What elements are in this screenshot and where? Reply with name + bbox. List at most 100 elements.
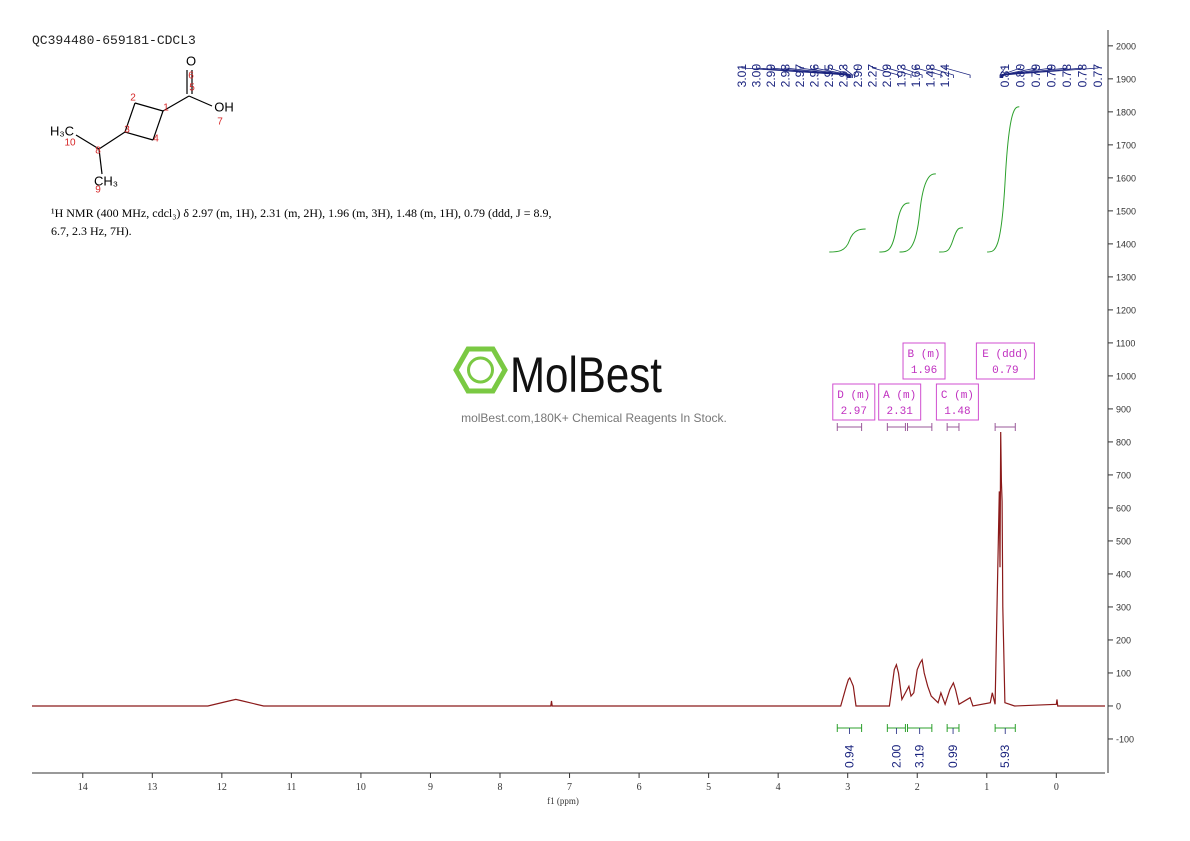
x-tick-label: 13	[147, 782, 157, 793]
peak-label: 1.24	[938, 64, 952, 88]
multiplet-name: B (m)	[908, 349, 941, 361]
nmr-description: ¹H NMR (400 MHz, cdcl₃) δ 2.97 (m, 1H), …	[51, 206, 551, 220]
structure	[75, 70, 213, 175]
peak-label: 2.99	[764, 64, 778, 88]
atom-number: 4	[153, 134, 159, 145]
peak-label: 2.97	[793, 64, 807, 88]
bond	[152, 110, 164, 141]
brand: MolBest	[510, 347, 662, 403]
peak-label: 2.09	[880, 64, 894, 88]
peak-connector	[756, 66, 849, 78]
peak-connector	[854, 66, 859, 78]
x-tick-label: 4	[776, 782, 781, 793]
peak-connector	[930, 66, 954, 78]
x-tick-label: 12	[217, 782, 227, 793]
peak-connector	[843, 66, 853, 78]
multiplet-shift: 0.79	[992, 365, 1018, 377]
multiplet-range	[886, 423, 906, 431]
peak-connector	[886, 66, 912, 78]
y-tick-label: 600	[1116, 503, 1131, 513]
integral-curve	[939, 227, 963, 253]
integral-value: 3.19	[913, 744, 927, 768]
bond	[134, 102, 164, 112]
peak-label: 0.77	[1091, 64, 1105, 88]
peak-connector	[799, 66, 851, 78]
peak-label: 2.98	[779, 64, 793, 88]
multiplet-box	[902, 342, 946, 380]
peak-label: 0.81	[998, 64, 1012, 88]
bond	[124, 102, 136, 133]
y-tick-label: 0	[1116, 701, 1121, 711]
y-tick-label: 1500	[1116, 206, 1136, 216]
y-tick-label: 1900	[1116, 74, 1136, 84]
x-tick-label: 5	[706, 782, 711, 793]
atom-label: H₃C	[50, 123, 74, 138]
multiplet-name: D (m)	[837, 390, 870, 402]
peak-connector	[814, 66, 851, 78]
y-tick-label: 1400	[1116, 239, 1136, 249]
x-tick-label: 3	[845, 782, 850, 793]
atom-label: O	[186, 53, 196, 68]
peak-connector	[741, 66, 848, 78]
atom-number: 5	[189, 83, 195, 94]
x-tick-label: 10	[356, 782, 366, 793]
multiplet-shift: 2.97	[841, 406, 867, 418]
peak-connector	[1001, 66, 1083, 78]
integral-value: 5.93	[998, 744, 1012, 768]
peak-label: 2.27	[866, 64, 880, 88]
y-tick-label: 1200	[1116, 305, 1136, 315]
multiplet-name: E (ddd)	[982, 349, 1028, 361]
peak-label: 3.01	[735, 64, 749, 88]
peak-connector	[770, 66, 849, 78]
peak-connector	[1002, 66, 1099, 78]
multiplet-range	[907, 423, 933, 431]
sample-title: QC394480-659181-CDCL3	[32, 33, 196, 48]
y-tick-label: 1600	[1116, 173, 1136, 183]
peak-connector	[944, 66, 971, 78]
multiplet-box	[832, 383, 876, 421]
bond	[75, 134, 100, 150]
atom-number: 8	[95, 146, 101, 157]
x-axis-label: f1 (ppm)	[547, 796, 579, 806]
atom-number: 9	[95, 185, 101, 196]
peak-label: 1.48	[924, 64, 938, 88]
peak-label: 2.96	[808, 64, 822, 88]
y-tick-label: 900	[1116, 404, 1131, 414]
peak-label: 2.93	[837, 64, 851, 88]
multiplet-box	[878, 383, 922, 421]
y-tick-label: 800	[1116, 437, 1131, 447]
x-tick-label: 11	[287, 782, 297, 793]
peak-connector	[785, 66, 850, 78]
y-tick-label: 1100	[1116, 338, 1135, 348]
multiplet-box	[935, 383, 979, 421]
nmr-description: 6.7, 2.3 Hz, 7H).	[51, 224, 132, 238]
atom-number: 10	[64, 138, 76, 149]
y-tick-label: 300	[1116, 602, 1131, 612]
x-tick-label: 8	[498, 782, 503, 793]
integral-value: 2.00	[889, 744, 903, 768]
peak-connector	[1000, 66, 1021, 78]
multiplet-shift: 1.96	[911, 365, 937, 377]
multiplet-name: A (m)	[883, 390, 916, 402]
y-tick-label: -100	[1116, 734, 1134, 744]
y-tick-label: 100	[1116, 668, 1131, 678]
integral-curve	[987, 106, 1020, 253]
bond	[162, 95, 190, 112]
peak-label: 3.00	[750, 64, 764, 88]
x-tick-label: 2	[915, 782, 920, 793]
y-tick-label: 200	[1116, 635, 1131, 645]
atom-label: OH	[214, 99, 234, 114]
logo-hexagon	[453, 346, 508, 394]
integral-curve	[899, 173, 936, 253]
y-tick-label: 1800	[1116, 107, 1136, 117]
x-tick-label: 9	[428, 782, 433, 793]
peak-connector	[1000, 66, 1052, 78]
atom-label: CH₃	[94, 173, 118, 188]
y-tick-label: 1700	[1116, 140, 1136, 150]
logo-ring	[467, 356, 494, 384]
atom-number: 6	[188, 71, 194, 82]
peak-connector	[915, 66, 942, 78]
bond	[98, 148, 103, 175]
peak-label: 1.66	[909, 64, 923, 88]
